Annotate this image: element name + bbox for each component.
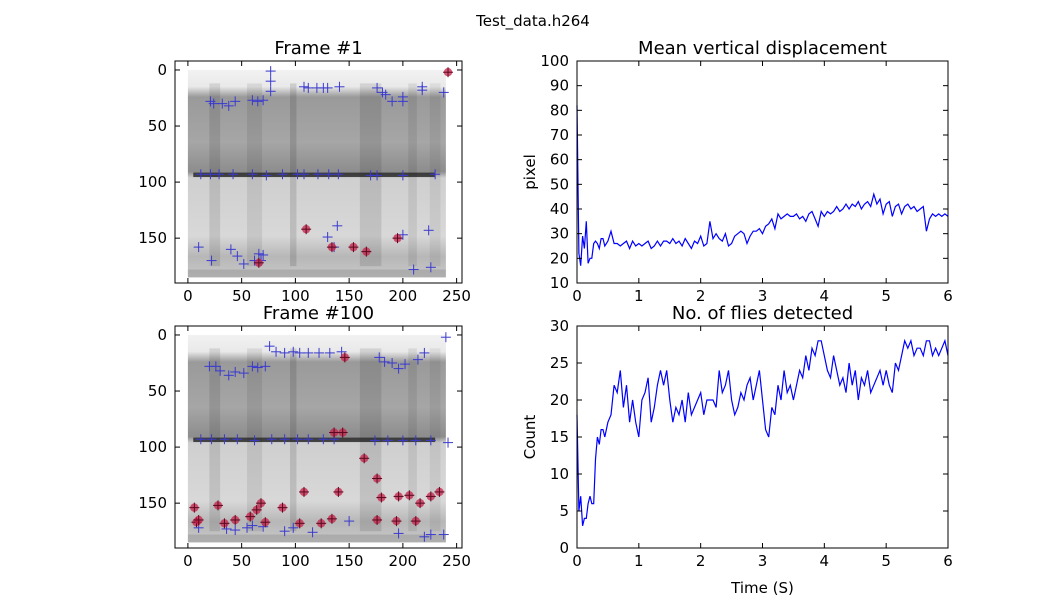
image-dark-band (193, 437, 436, 443)
y-tick-label: 0 (559, 539, 569, 557)
x-tick-label: 3 (758, 552, 768, 570)
x-tick-label: 2 (696, 287, 706, 305)
x-tick-label: 6 (943, 552, 953, 570)
x-tick-label: 0 (183, 287, 193, 305)
x-tick-label: 100 (281, 287, 310, 305)
y-tick-label: 100 (138, 438, 167, 456)
axes-frame (576, 60, 949, 284)
x-tick-label: 6 (943, 287, 953, 305)
x-tick-label: 250 (442, 552, 471, 570)
figure-title: Test_data.h264 (475, 12, 590, 31)
x-tick-label: 100 (281, 552, 310, 570)
x-tick-label: 200 (389, 287, 418, 305)
y-tick-label: 150 (138, 229, 167, 247)
y-tick-label: 25 (550, 354, 569, 372)
y-tick-label: 30 (550, 317, 569, 335)
y-tick-label: 15 (550, 428, 569, 446)
y-tick-label: 50 (148, 382, 167, 400)
image-bottom-band (187, 269, 446, 278)
y-tick-label: 0 (157, 326, 167, 344)
y-tick-label: 0 (157, 61, 167, 79)
y-tick-label: 60 (550, 151, 569, 169)
x-tick-label: 5 (881, 552, 891, 570)
x-tick-label: 3 (758, 287, 768, 305)
image-dark-band (193, 172, 436, 178)
y-axis-label: pixel (521, 154, 539, 190)
x-tick-label: 0 (183, 552, 193, 570)
x-tick-label: 5 (881, 287, 891, 305)
x-tick-label: 50 (232, 287, 251, 305)
x-tick-label: 200 (389, 552, 418, 570)
y-tick-label: 40 (550, 200, 569, 218)
x-axis-label: Time (S) (730, 579, 794, 597)
y-tick-label: 20 (550, 249, 569, 267)
axes-frame (576, 325, 949, 549)
x-tick-label: 0 (572, 287, 582, 305)
y-tick-label: 50 (550, 175, 569, 193)
axes-frame (174, 325, 463, 549)
y-tick-label: 90 (550, 77, 569, 95)
x-tick-label: 1 (634, 552, 644, 570)
y-tick-label: 30 (550, 225, 569, 243)
axes-frame (174, 60, 463, 284)
y-tick-label: 80 (550, 101, 569, 119)
image-bottom-band (187, 534, 446, 543)
y-tick-label: 20 (550, 391, 569, 409)
series-line (576, 338, 949, 526)
panel-title: No. of flies detected (672, 303, 853, 324)
x-tick-label: 4 (820, 287, 830, 305)
flies-detected-panel: 0 1 2 3 4 5 6 0 5 10 15 20 25 30 No. of flies detected… (521, 303, 953, 597)
frame-100-panel: 0 50 100 150 200 250 0 50 100 150 Frame #100 (138, 303, 471, 570)
panel-title: Frame #100 (263, 303, 374, 324)
y-tick-label: 70 (550, 126, 569, 144)
y-tick-label: 100 (138, 173, 167, 191)
x-tick-label: 50 (232, 552, 251, 570)
x-tick-label: 250 (442, 287, 471, 305)
y-tick-label: 150 (138, 494, 167, 512)
panel-title: Frame #1 (274, 38, 362, 59)
x-tick-label: 1 (634, 287, 644, 305)
x-tick-label: 4 (820, 552, 830, 570)
panel-title: Mean vertical displacement (638, 38, 887, 59)
y-tick-label: 50 (148, 117, 167, 135)
mean-vertical-displacement-panel: 0 1 2 3 4 5 6 10 20 30 40 50 60 70 80 90 100 Mean vertica… (521, 38, 953, 305)
y-tick-label: 5 (559, 502, 569, 520)
frame-1-panel: 0 50 100 150 200 250 0 50 100 150 Frame #1 (138, 38, 471, 305)
x-tick-label: 2 (696, 552, 706, 570)
y-tick-label: 100 (540, 52, 569, 70)
x-tick-label: 150 (335, 552, 364, 570)
x-tick-label: 150 (335, 287, 364, 305)
x-tick-label: 0 (572, 552, 582, 570)
y-tick-label: 10 (550, 274, 569, 292)
y-tick-label: 10 (550, 465, 569, 483)
series-line (576, 105, 949, 266)
y-axis-label: Count (521, 415, 539, 460)
